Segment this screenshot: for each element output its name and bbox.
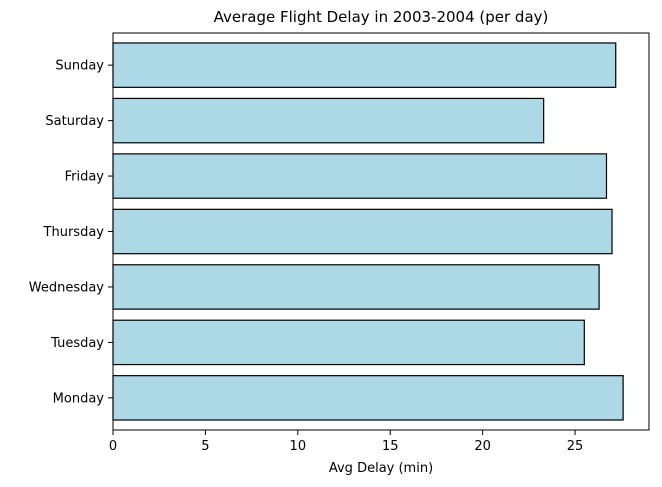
x-tick-label-10: 10	[290, 439, 307, 454]
bar-saturday	[112, 97, 545, 144]
bar-sunday	[112, 42, 617, 88]
bar-tuesday	[112, 319, 585, 366]
x-axis-ticks: 0 5 10 15 20 25	[109, 430, 583, 454]
y-tick-label-tuesday: Tuesday	[50, 336, 104, 351]
plot-frame	[112, 32, 650, 431]
bar-thursday	[112, 208, 613, 255]
y-tick-label-friday: Friday	[65, 170, 105, 185]
bar-friday	[112, 153, 608, 199]
y-axis-ticks: Monday Tuesday Wednesday Thursday Friday Satu…	[29, 59, 113, 406]
chart-title: Average Flight Delay in 2003-2004 (per d…	[214, 8, 549, 26]
x-tick-label-5: 5	[201, 439, 209, 454]
y-tick-label-thursday: Thursday	[43, 225, 105, 240]
x-tick-label-20: 20	[474, 439, 491, 454]
x-tick-label-0: 0	[109, 439, 117, 454]
x-tick-label-15: 15	[382, 439, 399, 454]
bar-wednesday	[112, 264, 600, 310]
y-tick-label-monday: Monday	[53, 391, 105, 406]
bar-monday	[112, 375, 624, 421]
bars-group	[112, 42, 624, 421]
y-tick-label-sunday: Sunday	[55, 59, 104, 74]
y-tick-label-saturday: Saturday	[45, 114, 104, 129]
y-tick-label-wednesday: Wednesday	[29, 280, 105, 295]
x-axis-label: Avg Delay (min)	[329, 461, 433, 476]
x-tick-label-25: 25	[567, 439, 584, 454]
